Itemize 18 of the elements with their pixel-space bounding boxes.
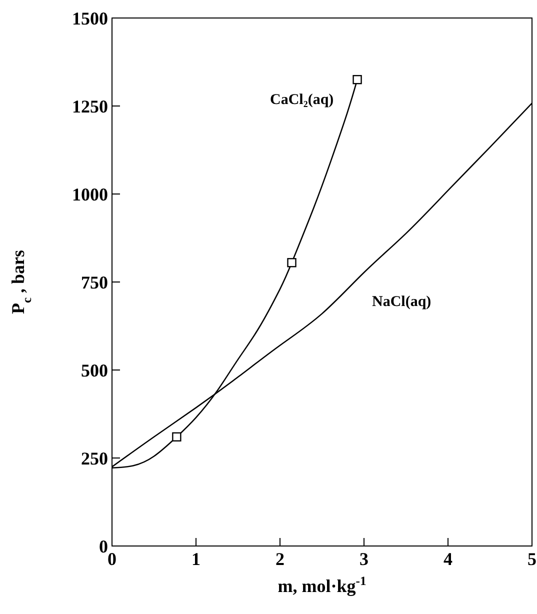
x-tick-label: 3 — [360, 548, 368, 569]
x-tick-label: 1 — [192, 548, 200, 569]
y-tick-label: 0 — [99, 536, 108, 556]
y-tick-label: 1000 — [72, 184, 108, 204]
y-tick-label: 250 — [81, 448, 108, 468]
series-label: CaCl₂(aq) — [270, 92, 334, 108]
y-tick-label: 750 — [81, 272, 108, 292]
series-label: NaCl(aq) — [372, 294, 432, 310]
point — [172, 432, 182, 442]
y-tick-label: 1500 — [72, 8, 108, 28]
y-tick-label: 500 — [81, 360, 108, 380]
x-axis-title: m, mol·kg$^{-1}$ — [278, 574, 366, 596]
x-tick-label: 5 — [528, 548, 536, 569]
x-tick-label: 4 — [444, 548, 452, 569]
x-tick-label: 2 — [276, 548, 284, 569]
point — [352, 75, 362, 84]
point — [287, 258, 296, 268]
y-tick-label: 1250 — [72, 96, 108, 116]
